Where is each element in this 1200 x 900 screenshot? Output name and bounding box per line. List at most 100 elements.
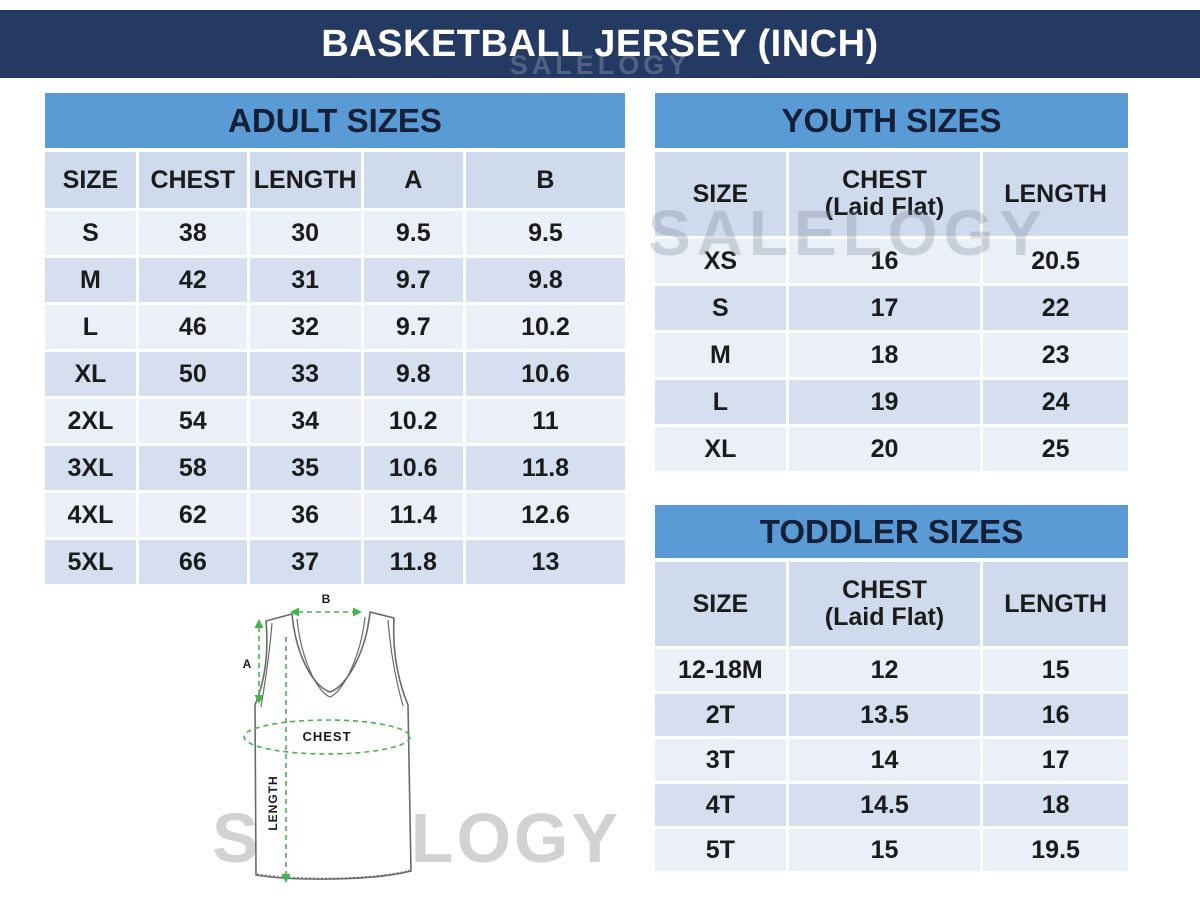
table-cell: 9.5 <box>465 211 625 255</box>
youth-sizes-heading: YOUTH SIZES <box>655 93 1128 148</box>
table-header-row: SIZE CHEST (Laid Flat) LENGTH <box>655 152 1128 236</box>
table-cell: 2T <box>655 694 786 736</box>
column-header-line2: (Laid Flat) <box>824 603 945 631</box>
measure-chest-ellipse <box>243 719 411 755</box>
toddler-sizes-panel: TODDLER SIZES SIZE CHEST (Laid Flat) LEN… <box>655 505 1128 874</box>
table-cell: 4XL <box>45 493 136 537</box>
table-cell: 4T <box>655 784 786 826</box>
table-cell: 36 <box>249 493 361 537</box>
table-cell: S <box>45 211 136 255</box>
table-cell: M <box>655 333 786 377</box>
column-header: A <box>363 152 463 208</box>
table-cell: 13 <box>465 540 625 584</box>
table-cell: 11.4 <box>363 493 463 537</box>
table-cell: 25 <box>983 427 1128 471</box>
table-cell: 12.6 <box>465 493 625 537</box>
table-cell: 15 <box>983 649 1128 691</box>
table-cell: 9.8 <box>363 352 463 396</box>
table-cell: 54 <box>138 399 247 443</box>
column-header: LENGTH <box>983 152 1128 236</box>
column-header: CHEST (Laid Flat) <box>788 562 981 646</box>
column-header: CHEST <box>138 152 247 208</box>
table-cell: 9.7 <box>363 305 463 349</box>
table-cell: 34 <box>249 399 361 443</box>
table-cell: 38 <box>138 211 247 255</box>
table-cell: 12 <box>788 649 981 691</box>
table-cell: 12-18M <box>655 649 786 691</box>
table-cell: XL <box>655 427 786 471</box>
table-row: 5T 15 19.5 <box>655 829 1128 871</box>
jersey-measurement-diagram: B A CHEST LENGTH <box>243 592 412 883</box>
table-cell: 62 <box>138 493 247 537</box>
table-row: 2XL 54 34 10.2 11 <box>45 399 625 443</box>
table-cell: 58 <box>138 446 247 490</box>
measurement-labels: B A CHEST LENGTH <box>243 592 357 831</box>
table-cell: 37 <box>249 540 361 584</box>
table-row: S 17 22 <box>655 286 1128 330</box>
table-cell: 9.8 <box>465 258 625 302</box>
table-cell: 14 <box>788 739 981 781</box>
table-cell: 20.5 <box>983 239 1128 283</box>
table-cell: 11.8 <box>363 540 463 584</box>
table-cell: 2XL <box>45 399 136 443</box>
table-row: XL 50 33 9.8 10.6 <box>45 352 625 396</box>
table-cell: 5XL <box>45 540 136 584</box>
table-cell: 9.7 <box>363 258 463 302</box>
table-cell: 35 <box>249 446 361 490</box>
table-row: L 19 24 <box>655 380 1128 424</box>
adult-sizes-table: SIZE CHEST LENGTH A B S 38 30 9.5 9.5 M 42 31 9… <box>42 149 628 587</box>
table-cell: XS <box>655 239 786 283</box>
table-cell: 11.8 <box>465 446 625 490</box>
column-header: LENGTH <box>249 152 361 208</box>
column-header: SIZE <box>45 152 136 208</box>
page-title: BASKETBALL JERSEY (INCH) <box>321 22 879 65</box>
table-row: 5XL 66 37 11.8 13 <box>45 540 625 584</box>
table-cell: 46 <box>138 305 247 349</box>
table-cell: S <box>655 286 786 330</box>
table-cell: 20 <box>788 427 981 471</box>
table-cell: 9.5 <box>363 211 463 255</box>
table-cell: 5T <box>655 829 786 871</box>
table-cell: L <box>45 305 136 349</box>
table-row: 3XL 58 35 10.6 11.8 <box>45 446 625 490</box>
title-bar: BASKETBALL JERSEY (INCH) <box>0 10 1200 78</box>
table-row: S 38 30 9.5 9.5 <box>45 211 625 255</box>
table-row: XL 20 25 <box>655 427 1128 471</box>
label-b: B <box>322 592 331 606</box>
table-cell: 15 <box>788 829 981 871</box>
table-row: 4XL 62 36 11.4 12.6 <box>45 493 625 537</box>
table-cell: 14.5 <box>788 784 981 826</box>
measurement-marks <box>243 611 411 875</box>
measurement-arrowheads <box>254 607 362 883</box>
table-row: M 18 23 <box>655 333 1128 377</box>
table-row: 12-18M 12 15 <box>655 649 1128 691</box>
table-cell: 17 <box>983 739 1128 781</box>
table-cell: L <box>655 380 786 424</box>
table-cell: 23 <box>983 333 1128 377</box>
youth-sizes-table: SIZE CHEST (Laid Flat) LENGTH XS 16 20.5 S… <box>652 149 1131 474</box>
table-row: 2T 13.5 16 <box>655 694 1128 736</box>
table-cell: 32 <box>249 305 361 349</box>
table-cell: 18 <box>788 333 981 377</box>
label-length: LENGTH <box>266 775 280 830</box>
label-chest: CHEST <box>302 729 351 744</box>
table-cell: 16 <box>983 694 1128 736</box>
table-cell: 19 <box>788 380 981 424</box>
table-cell: 17 <box>788 286 981 330</box>
table-cell: 10.2 <box>363 399 463 443</box>
table-cell: 10.6 <box>363 446 463 490</box>
table-cell: M <box>45 258 136 302</box>
table-header-row: SIZE CHEST LENGTH A B <box>45 152 625 208</box>
table-cell: 50 <box>138 352 247 396</box>
table-cell: 18 <box>983 784 1128 826</box>
table-cell: 33 <box>249 352 361 396</box>
column-header: B <box>465 152 625 208</box>
adult-sizes-panel: ADULT SIZES SIZE CHEST LENGTH A B S 38 30 9… <box>45 93 625 587</box>
table-row: L 46 32 9.7 10.2 <box>45 305 625 349</box>
table-header-row: SIZE CHEST (Laid Flat) LENGTH <box>655 562 1128 646</box>
column-header: LENGTH <box>983 562 1128 646</box>
table-cell: 3T <box>655 739 786 781</box>
table-row: 4T 14.5 18 <box>655 784 1128 826</box>
table-row: XS 16 20.5 <box>655 239 1128 283</box>
table-row: 3T 14 17 <box>655 739 1128 781</box>
